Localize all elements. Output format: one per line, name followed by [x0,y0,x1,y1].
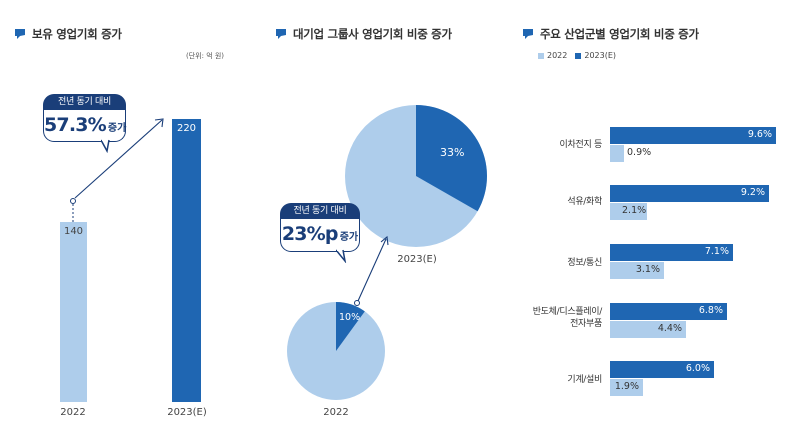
bar-2022: 140 [60,222,87,402]
hbar-2023e: 6.8% [610,303,727,320]
middle-panel-title: 대기업 그룹사 영업기회 비중 증가 [275,26,452,42]
hbar-2023e: 6.0% [610,361,714,378]
hbar-2022: 4.4% [610,321,686,338]
category-label: 석유/화학 [567,197,602,207]
callout-body: 23%p 증가 [280,219,360,252]
hbar-value: 2.1% [622,205,647,216]
callout-value: 23%p [281,223,339,245]
legend-swatch [538,52,544,59]
hbar-value: 9.6% [747,129,772,140]
hbar-2023e: 9.6% [610,127,776,144]
category-label: 이차전지 등 [559,140,603,150]
callout-tail [336,249,347,263]
hbar-value: 4.4% [657,323,682,334]
flag-icon [523,29,533,39]
bar-2023e: 220 [172,119,201,402]
hbar-2023e: 9.2% [610,185,769,202]
legend-label: 2023(E) [584,51,617,60]
hbar-value: 7.1% [704,246,729,257]
legend-item-2023e: 2023(E) [575,51,616,60]
pie-2023-slice [416,105,487,212]
pie-2022-year: 2022 [323,407,349,418]
title-text: 주요 산업군별 영업기회 비중 증가 [540,27,699,41]
bar-value-label: 220 [176,123,197,134]
pie-charts [287,105,487,400]
growth-arrow [70,118,164,222]
callout-suffix: 증가 [339,232,359,243]
legend-swatch [575,52,582,59]
callout-suffix: 증가 [107,123,127,134]
category-label: 기계/설비 [567,375,602,385]
category-label: 정보/통신 [567,258,602,268]
pie-2023-label: 33% [440,146,465,159]
hbar-value: 3.1% [635,264,660,275]
hbar-value: 1.9% [614,381,639,392]
callout-middle: 전년 동기 대비 23%p 증가 [280,203,360,263]
left-panel-title: 보유 영업기회 증가 [14,26,122,42]
title-text: 보유 영업기회 증가 [32,27,122,41]
callout-header: 전년 동기 대비 [43,94,126,110]
flag-icon [276,29,286,39]
pie-2023-year: 2023(E) [397,254,437,265]
callout-left: 전년 동기 대비 57.3% 증가 [43,94,126,153]
callout-body: 57.3% 증가 [43,110,126,142]
callout-header: 전년 동기 대비 [280,203,360,219]
hbar-value: 9.2% [740,187,765,198]
pie-2022-label: 10% [339,312,361,323]
x-label-2023e: 2023(E) [167,407,207,418]
pie-2022-slice [336,302,365,351]
callout-value: 57.3% [44,114,107,136]
title-text: 대기업 그룹사 영업기회 비중 증가 [293,27,452,41]
legend-item-2022: 2022 [538,51,567,60]
legend: 2022 2023(E) [538,51,624,60]
hbar-2022: 0.9% [610,145,651,162]
flag-icon [15,29,25,39]
hbar-2022: 1.9% [610,379,643,396]
hbar-2022: 2.1% [610,203,647,220]
hbar-value: 6.0% [685,363,710,374]
bar-value-label: 140 [63,226,84,237]
category-label: 반도체/디스플레이/전자부품 [532,307,603,329]
legend-label: 2022 [547,51,568,60]
x-label-2022: 2022 [60,407,86,418]
hbar-value: 6.8% [698,305,723,316]
hbar-2022: 3.1% [610,262,664,279]
hbar-2023e: 7.1% [610,244,733,261]
unit-label: (단위: 억 원) [186,52,225,60]
right-panel-title: 주요 산업군별 영업기회 비중 증가 [522,26,699,42]
hbar-value: 0.9% [627,147,652,158]
callout-tail [101,139,110,153]
